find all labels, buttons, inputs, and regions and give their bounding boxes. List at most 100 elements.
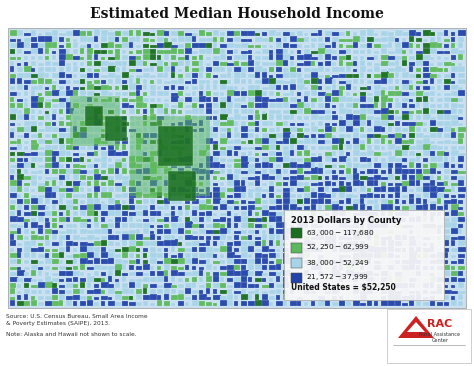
Bar — [52, 162, 59, 168]
Bar — [423, 199, 427, 204]
Bar — [346, 92, 350, 96]
Bar — [122, 61, 127, 66]
Bar — [409, 62, 415, 66]
Bar — [255, 229, 259, 234]
Bar — [164, 51, 172, 54]
Bar — [276, 253, 281, 258]
Bar — [108, 122, 113, 126]
Bar — [402, 165, 407, 168]
Bar — [458, 199, 463, 204]
Bar — [381, 260, 385, 264]
Bar — [206, 72, 211, 78]
Bar — [388, 187, 395, 192]
Bar — [451, 266, 455, 270]
Bar — [45, 56, 49, 60]
Bar — [437, 85, 441, 90]
Bar — [10, 216, 18, 222]
Bar — [150, 303, 155, 306]
Bar — [283, 203, 289, 210]
Bar — [367, 57, 375, 60]
Bar — [367, 177, 374, 180]
Bar — [10, 78, 15, 84]
Bar — [388, 140, 392, 144]
Bar — [108, 229, 112, 234]
Bar — [451, 277, 457, 282]
Bar — [325, 60, 331, 66]
Bar — [24, 253, 30, 258]
Bar — [276, 295, 280, 300]
Bar — [59, 217, 66, 222]
Bar — [171, 259, 179, 264]
Bar — [185, 217, 191, 222]
Bar — [213, 103, 219, 108]
Bar — [416, 163, 421, 168]
Bar — [458, 291, 465, 294]
Bar — [108, 301, 115, 306]
Bar — [444, 162, 449, 168]
Bar — [199, 104, 203, 108]
Bar — [157, 72, 164, 78]
Bar — [192, 277, 197, 282]
Bar — [220, 277, 224, 282]
Bar — [24, 91, 28, 96]
Bar — [458, 133, 464, 138]
Bar — [24, 301, 30, 306]
Bar — [171, 109, 176, 114]
Bar — [150, 54, 155, 60]
Bar — [17, 243, 22, 246]
Bar — [31, 171, 38, 174]
Bar — [416, 32, 421, 36]
Bar — [458, 138, 463, 144]
Bar — [241, 251, 248, 258]
Bar — [325, 37, 330, 42]
Bar — [381, 229, 387, 234]
Bar — [87, 152, 95, 156]
Bar — [17, 158, 23, 162]
Bar — [157, 253, 163, 258]
Bar — [248, 140, 254, 144]
Bar — [381, 87, 387, 90]
Bar — [87, 210, 95, 216]
Bar — [430, 273, 434, 276]
Bar — [136, 205, 144, 210]
Bar — [423, 290, 428, 294]
Bar — [38, 122, 43, 126]
Bar — [80, 132, 87, 138]
Bar — [269, 249, 275, 252]
Bar — [290, 194, 296, 198]
Bar — [66, 193, 72, 198]
Bar — [444, 79, 451, 84]
Bar — [437, 252, 445, 258]
Bar — [87, 104, 93, 108]
Bar — [311, 85, 318, 90]
Bar — [381, 290, 387, 294]
Bar — [178, 74, 182, 78]
Bar — [227, 108, 232, 114]
Bar — [346, 97, 353, 102]
Bar — [164, 168, 173, 174]
Bar — [168, 171, 196, 201]
Bar — [59, 188, 66, 192]
Bar — [395, 212, 403, 216]
Bar — [59, 45, 64, 48]
Bar — [430, 74, 438, 78]
Bar — [367, 239, 371, 246]
Bar — [66, 241, 73, 246]
Bar — [318, 210, 324, 216]
Bar — [430, 186, 437, 192]
Bar — [255, 80, 263, 84]
Bar — [24, 169, 28, 174]
Bar — [367, 200, 374, 204]
Bar — [87, 252, 94, 258]
Bar — [178, 44, 184, 48]
Bar — [143, 68, 150, 72]
Bar — [80, 278, 86, 282]
Bar — [444, 295, 449, 300]
Bar — [297, 116, 302, 120]
Bar — [262, 68, 267, 72]
Bar — [38, 228, 43, 234]
Bar — [430, 212, 436, 216]
Text: RAC: RAC — [428, 319, 453, 329]
Bar — [353, 93, 357, 96]
Bar — [290, 284, 296, 288]
